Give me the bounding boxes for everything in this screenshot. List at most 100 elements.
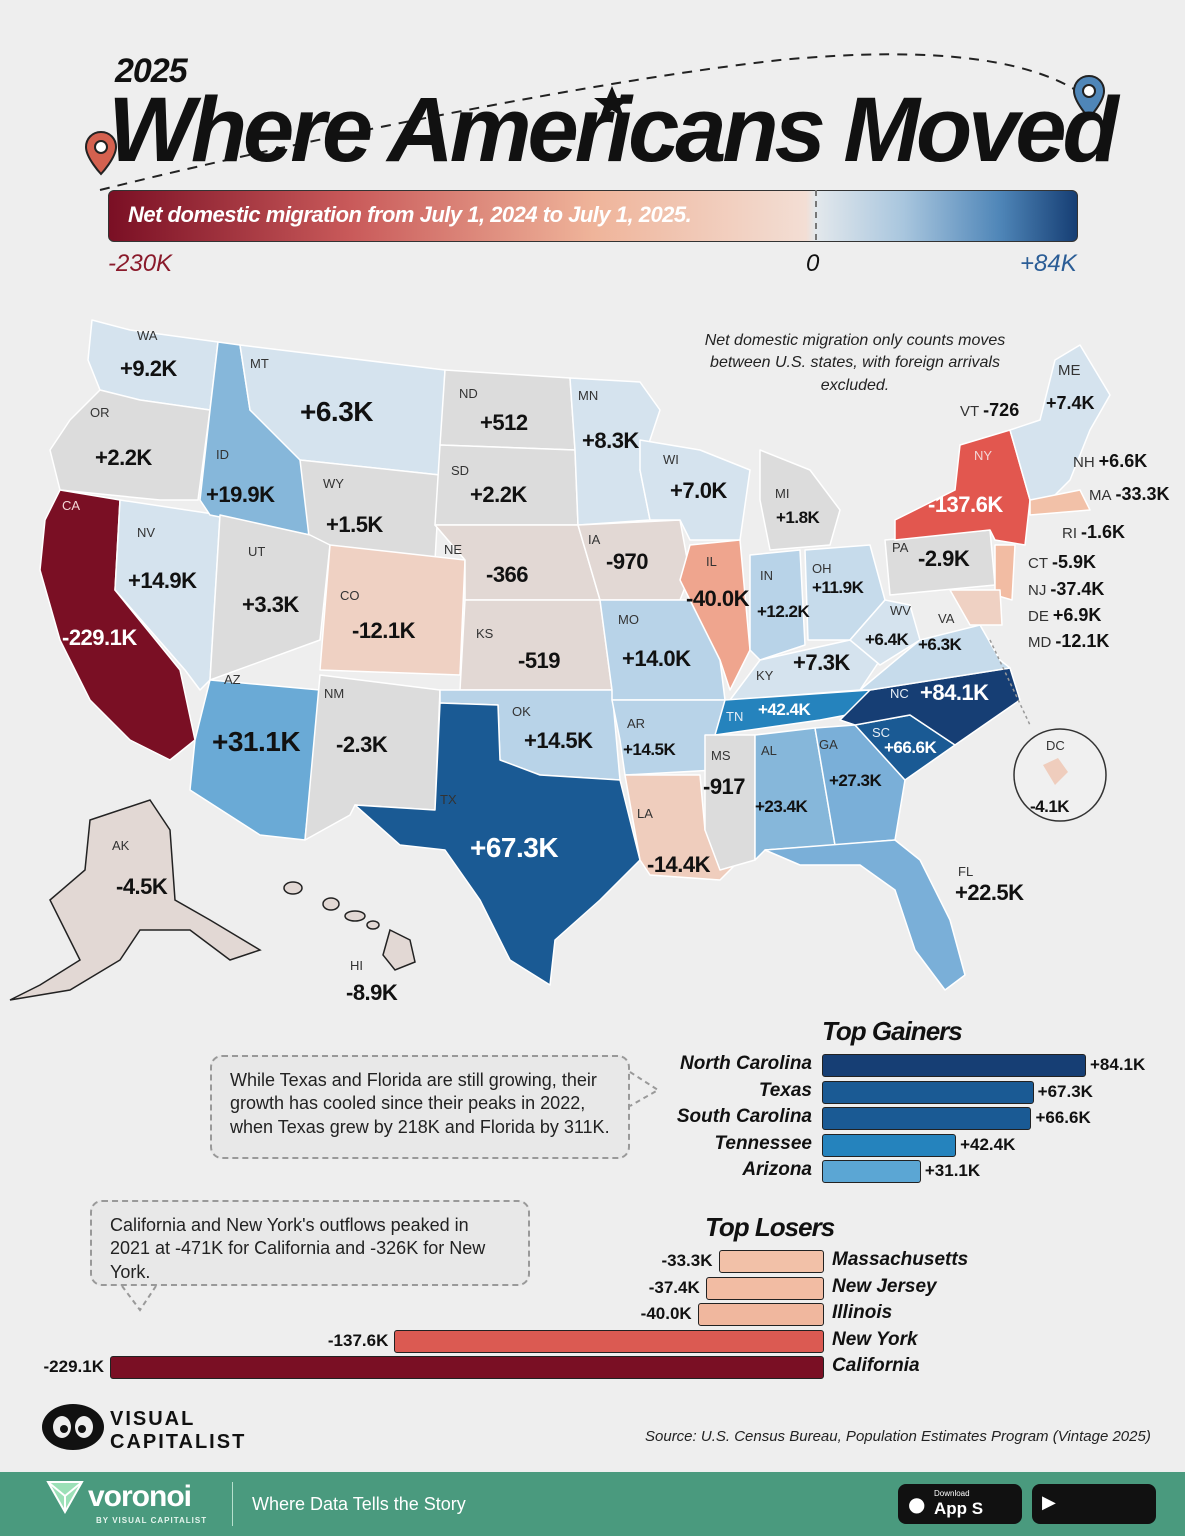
state-abbr-in: IN — [760, 568, 773, 583]
state-abbr-ok: OK — [512, 704, 531, 719]
state-side-label-vt: VT -726 — [960, 400, 1019, 421]
state-value-me: +7.4K — [1046, 393, 1095, 413]
state-abbr-ga: GA — [819, 737, 838, 752]
voronoi-wordmark[interactable]: voronoi — [88, 1480, 192, 1513]
gainer-name: Tennessee — [714, 1132, 812, 1154]
state-abbr-tn: TN — [726, 709, 744, 724]
state-value-wv: +6.4K — [865, 630, 909, 649]
loser-name: California — [832, 1355, 920, 1376]
page-title: Where Americans Moved — [108, 79, 1119, 181]
app-store-button[interactable]: ● Download App S — [898, 1484, 1022, 1524]
gainer-bar — [822, 1054, 1086, 1077]
state-abbr-ny: NY — [974, 448, 993, 463]
state-abbr-md: MD — [1028, 634, 1052, 651]
state-value-wy: +1.5K — [326, 512, 383, 537]
state-shape-ar — [611, 699, 726, 776]
gainer-value: +42.4K — [960, 1134, 1016, 1154]
state-abbr-ar: AR — [627, 716, 646, 731]
state-abbr-or: OR — [90, 405, 110, 420]
state-shape-or — [49, 389, 211, 501]
state-abbr-nh: NH — [1073, 454, 1095, 471]
state-value-ca: -229.1K — [62, 625, 137, 650]
gainer-name: Texas — [758, 1079, 812, 1101]
legend-max-label: +84K — [1020, 250, 1077, 277]
loser-bar — [718, 1250, 824, 1273]
state-side-label-nh: NH +6.6K — [1073, 451, 1147, 472]
footer-divider — [232, 1482, 233, 1526]
state-value-nd: +512 — [480, 410, 528, 435]
state-value-ar: +14.5K — [623, 740, 676, 759]
state-abbr-dc: DC — [1046, 738, 1065, 753]
state-value-oh: +11.9K — [812, 578, 864, 597]
state-value-va: +6.3K — [918, 635, 962, 654]
state-abbr-ca: CA — [62, 498, 81, 513]
state-abbr-nc: NC — [890, 686, 909, 701]
gainer-bar — [822, 1160, 921, 1183]
source-note: Source: U.S. Census Bureau, Population E… — [645, 1428, 1151, 1445]
state-value-id: +19.9K — [206, 482, 275, 507]
state-abbr-la: LA — [637, 806, 653, 821]
state-abbr-fl: FL — [958, 864, 974, 879]
state-value-ut: +3.3K — [242, 592, 299, 617]
state-shape-tx — [354, 702, 641, 986]
state-abbr-ms: MS — [711, 748, 731, 763]
state-side-label-md: MD -12.1K — [1028, 631, 1109, 652]
state-value-mt: +6.3K — [300, 396, 374, 427]
tagline: Where Data Tells the Story — [252, 1494, 466, 1514]
state-value-de: +6.9K — [1052, 605, 1102, 625]
apple-icon: ● — [908, 1492, 926, 1516]
state-abbr-ma: MA — [1089, 487, 1112, 504]
state-abbr-nm: NM — [324, 686, 345, 701]
loser-bar — [697, 1303, 824, 1326]
state-shape-az — [189, 679, 321, 841]
gainer-bar — [822, 1133, 957, 1157]
state-abbr-az: AZ — [224, 672, 241, 687]
state-shape-nc — [839, 667, 1021, 746]
state-side-label-de: DE +6.9K — [1028, 605, 1101, 626]
state-value-ms: -917 — [703, 774, 746, 799]
state-side-label-ct: CT -5.9K — [1028, 552, 1096, 573]
state-abbr-vt: VT — [960, 403, 980, 420]
gainer-value: +67.3K — [1037, 1081, 1093, 1101]
state-value-nh: +6.6K — [1098, 451, 1148, 471]
state-value-dc: -4.1K — [1030, 797, 1070, 816]
state-abbr-oh: OH — [812, 561, 832, 576]
state-value-in: +12.2K — [757, 602, 810, 621]
gainer-value: +66.6K — [1035, 1108, 1091, 1127]
state-shape-ga — [814, 724, 906, 846]
state-value-vt: -726 — [983, 400, 1020, 420]
state-abbr-nv: NV — [137, 525, 156, 540]
play-icon: ▶ — [1042, 1492, 1056, 1513]
state-value-il: -40.0K — [686, 586, 750, 611]
callout-pointer-down — [121, 1285, 157, 1312]
state-abbr-ri: RI — [1062, 525, 1077, 542]
state-abbr-ak: AK — [112, 838, 130, 853]
loser-value: -137.6K — [327, 1330, 389, 1350]
state-value-ne: -366 — [486, 562, 529, 587]
alaska-shape — [9, 799, 262, 1001]
state-abbr-va: VA — [938, 611, 955, 626]
state-value-fl: +22.5K — [955, 880, 1024, 905]
state-shape-ky — [729, 639, 881, 701]
footer-bar: voronoi BY VISUAL CAPITALIST Where Data … — [0, 1472, 1185, 1536]
state-shape-ut — [209, 514, 331, 681]
state-value-mn: +8.3K — [582, 428, 639, 453]
state-shape-mi — [759, 449, 841, 551]
state-abbr-me: ME — [1058, 362, 1081, 379]
loser-bar — [110, 1356, 824, 1379]
state-shape-nj — [994, 544, 1016, 601]
state-abbr-ct: CT — [1028, 555, 1048, 572]
legend-zero-marker — [815, 190, 817, 240]
state-value-ak: -4.5K — [116, 874, 168, 899]
state-value-wi: +7.0K — [670, 478, 727, 503]
state-value-nm: -2.3K — [336, 732, 388, 757]
loser-name: Illinois — [832, 1302, 893, 1323]
state-value-sc: +66.6K — [884, 738, 937, 757]
state-abbr-ne: NE — [444, 542, 463, 557]
google-play-button[interactable]: ▶ — [1032, 1484, 1156, 1524]
loser-value: -37.4K — [648, 1277, 700, 1297]
state-abbr-id: ID — [216, 447, 229, 462]
state-shape-in — [749, 549, 806, 661]
state-value-hi: -8.9K — [346, 980, 398, 1005]
state-side-label-ma: MA -33.3K — [1089, 484, 1170, 505]
